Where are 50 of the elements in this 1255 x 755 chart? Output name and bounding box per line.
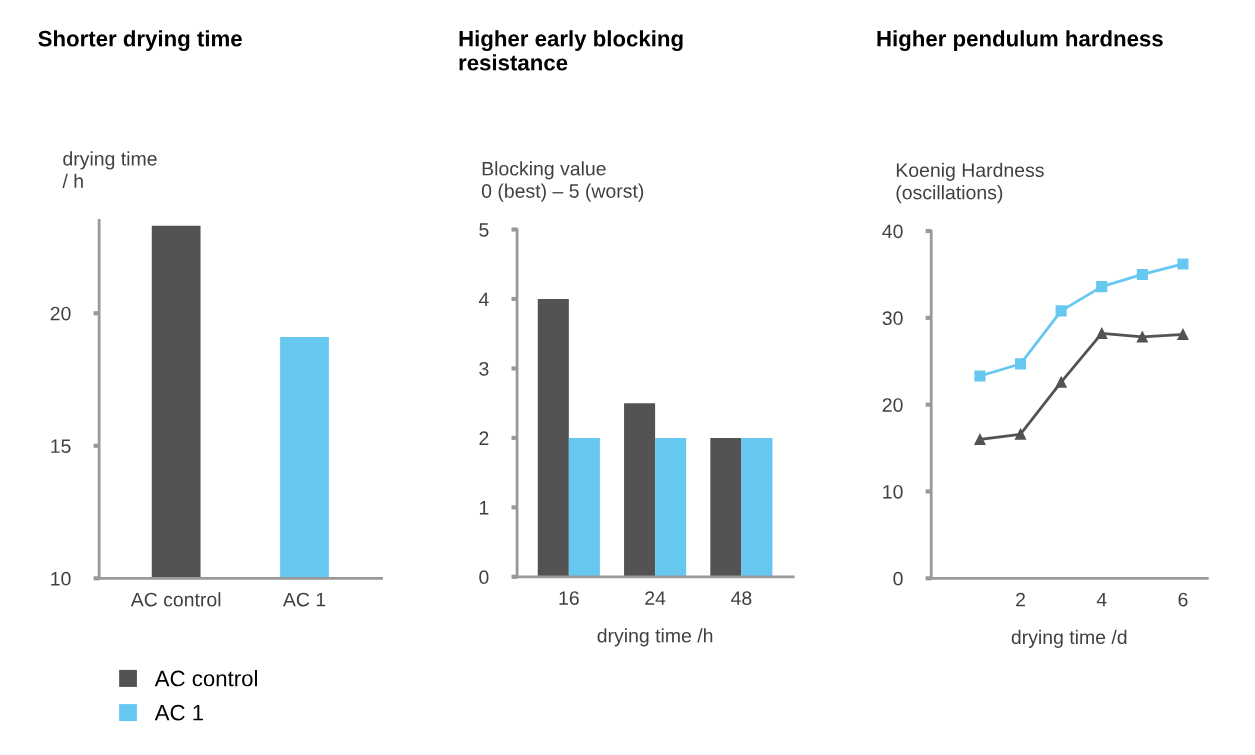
point [1014, 358, 1027, 370]
y-tick-label: 40 [882, 224, 903, 239]
chart-title: Higher early blocking resistance [459, 30, 683, 71]
x-tick-label: AC 1 [282, 592, 326, 607]
x-tick-label: AC control [130, 592, 221, 607]
x-axis-title: drying time /h [597, 628, 713, 647]
legend-label: AC 1 [154, 704, 204, 721]
point [1136, 331, 1148, 343]
y-tick-label: 3 [479, 361, 489, 376]
legend-label: AC control [154, 670, 257, 687]
bar [568, 437, 600, 577]
y-tick-label: 2 [479, 431, 489, 445]
y-tick-label: 5 [479, 223, 489, 237]
x-tick-label: 2 [1016, 592, 1025, 607]
x-tick-label: 6 [1178, 592, 1188, 607]
x-tick-label: 4 [1096, 592, 1107, 607]
x-tick-label: 16 [559, 591, 579, 605]
y-tick-label: 0 [479, 570, 489, 585]
y-tick-label: 1 [479, 501, 489, 515]
bar [710, 437, 742, 577]
y-tick-label: 30 [882, 311, 903, 326]
y-tick-label: 15 [51, 439, 71, 454]
bar [537, 298, 569, 577]
y-tick-label: 10 [51, 571, 71, 586]
y-tick-label: 10 [883, 484, 903, 499]
bar [741, 437, 773, 577]
y-axis-title: Koenig Hardness (oscillations) [896, 162, 1044, 204]
x-tick-label: 48 [731, 591, 752, 605]
bar [655, 437, 687, 577]
point [1177, 328, 1189, 340]
chart-title: Shorter drying time [38, 30, 242, 52]
point [1096, 327, 1108, 340]
y-tick-label: 4 [478, 292, 489, 307]
point [1177, 258, 1189, 270]
x-axis-title: drying time /d [1011, 629, 1127, 648]
point [974, 370, 986, 382]
point [974, 433, 986, 445]
y-tick-label: 0 [893, 571, 903, 586]
point [1096, 281, 1108, 293]
point [1055, 305, 1067, 317]
y-axis-title: Blocking value 0 (best) – 5 (worst) [481, 161, 644, 202]
point [1055, 376, 1067, 388]
bar [624, 403, 656, 577]
point [1014, 428, 1027, 440]
y-axis-title: drying time / h [62, 151, 157, 188]
point [1136, 268, 1148, 280]
x-tick-label: 24 [645, 591, 666, 605]
y-tick-label: 20 [50, 306, 71, 321]
y-tick-label: 20 [882, 398, 903, 412]
chart-title: Higher pendulum hardness [877, 30, 1163, 52]
